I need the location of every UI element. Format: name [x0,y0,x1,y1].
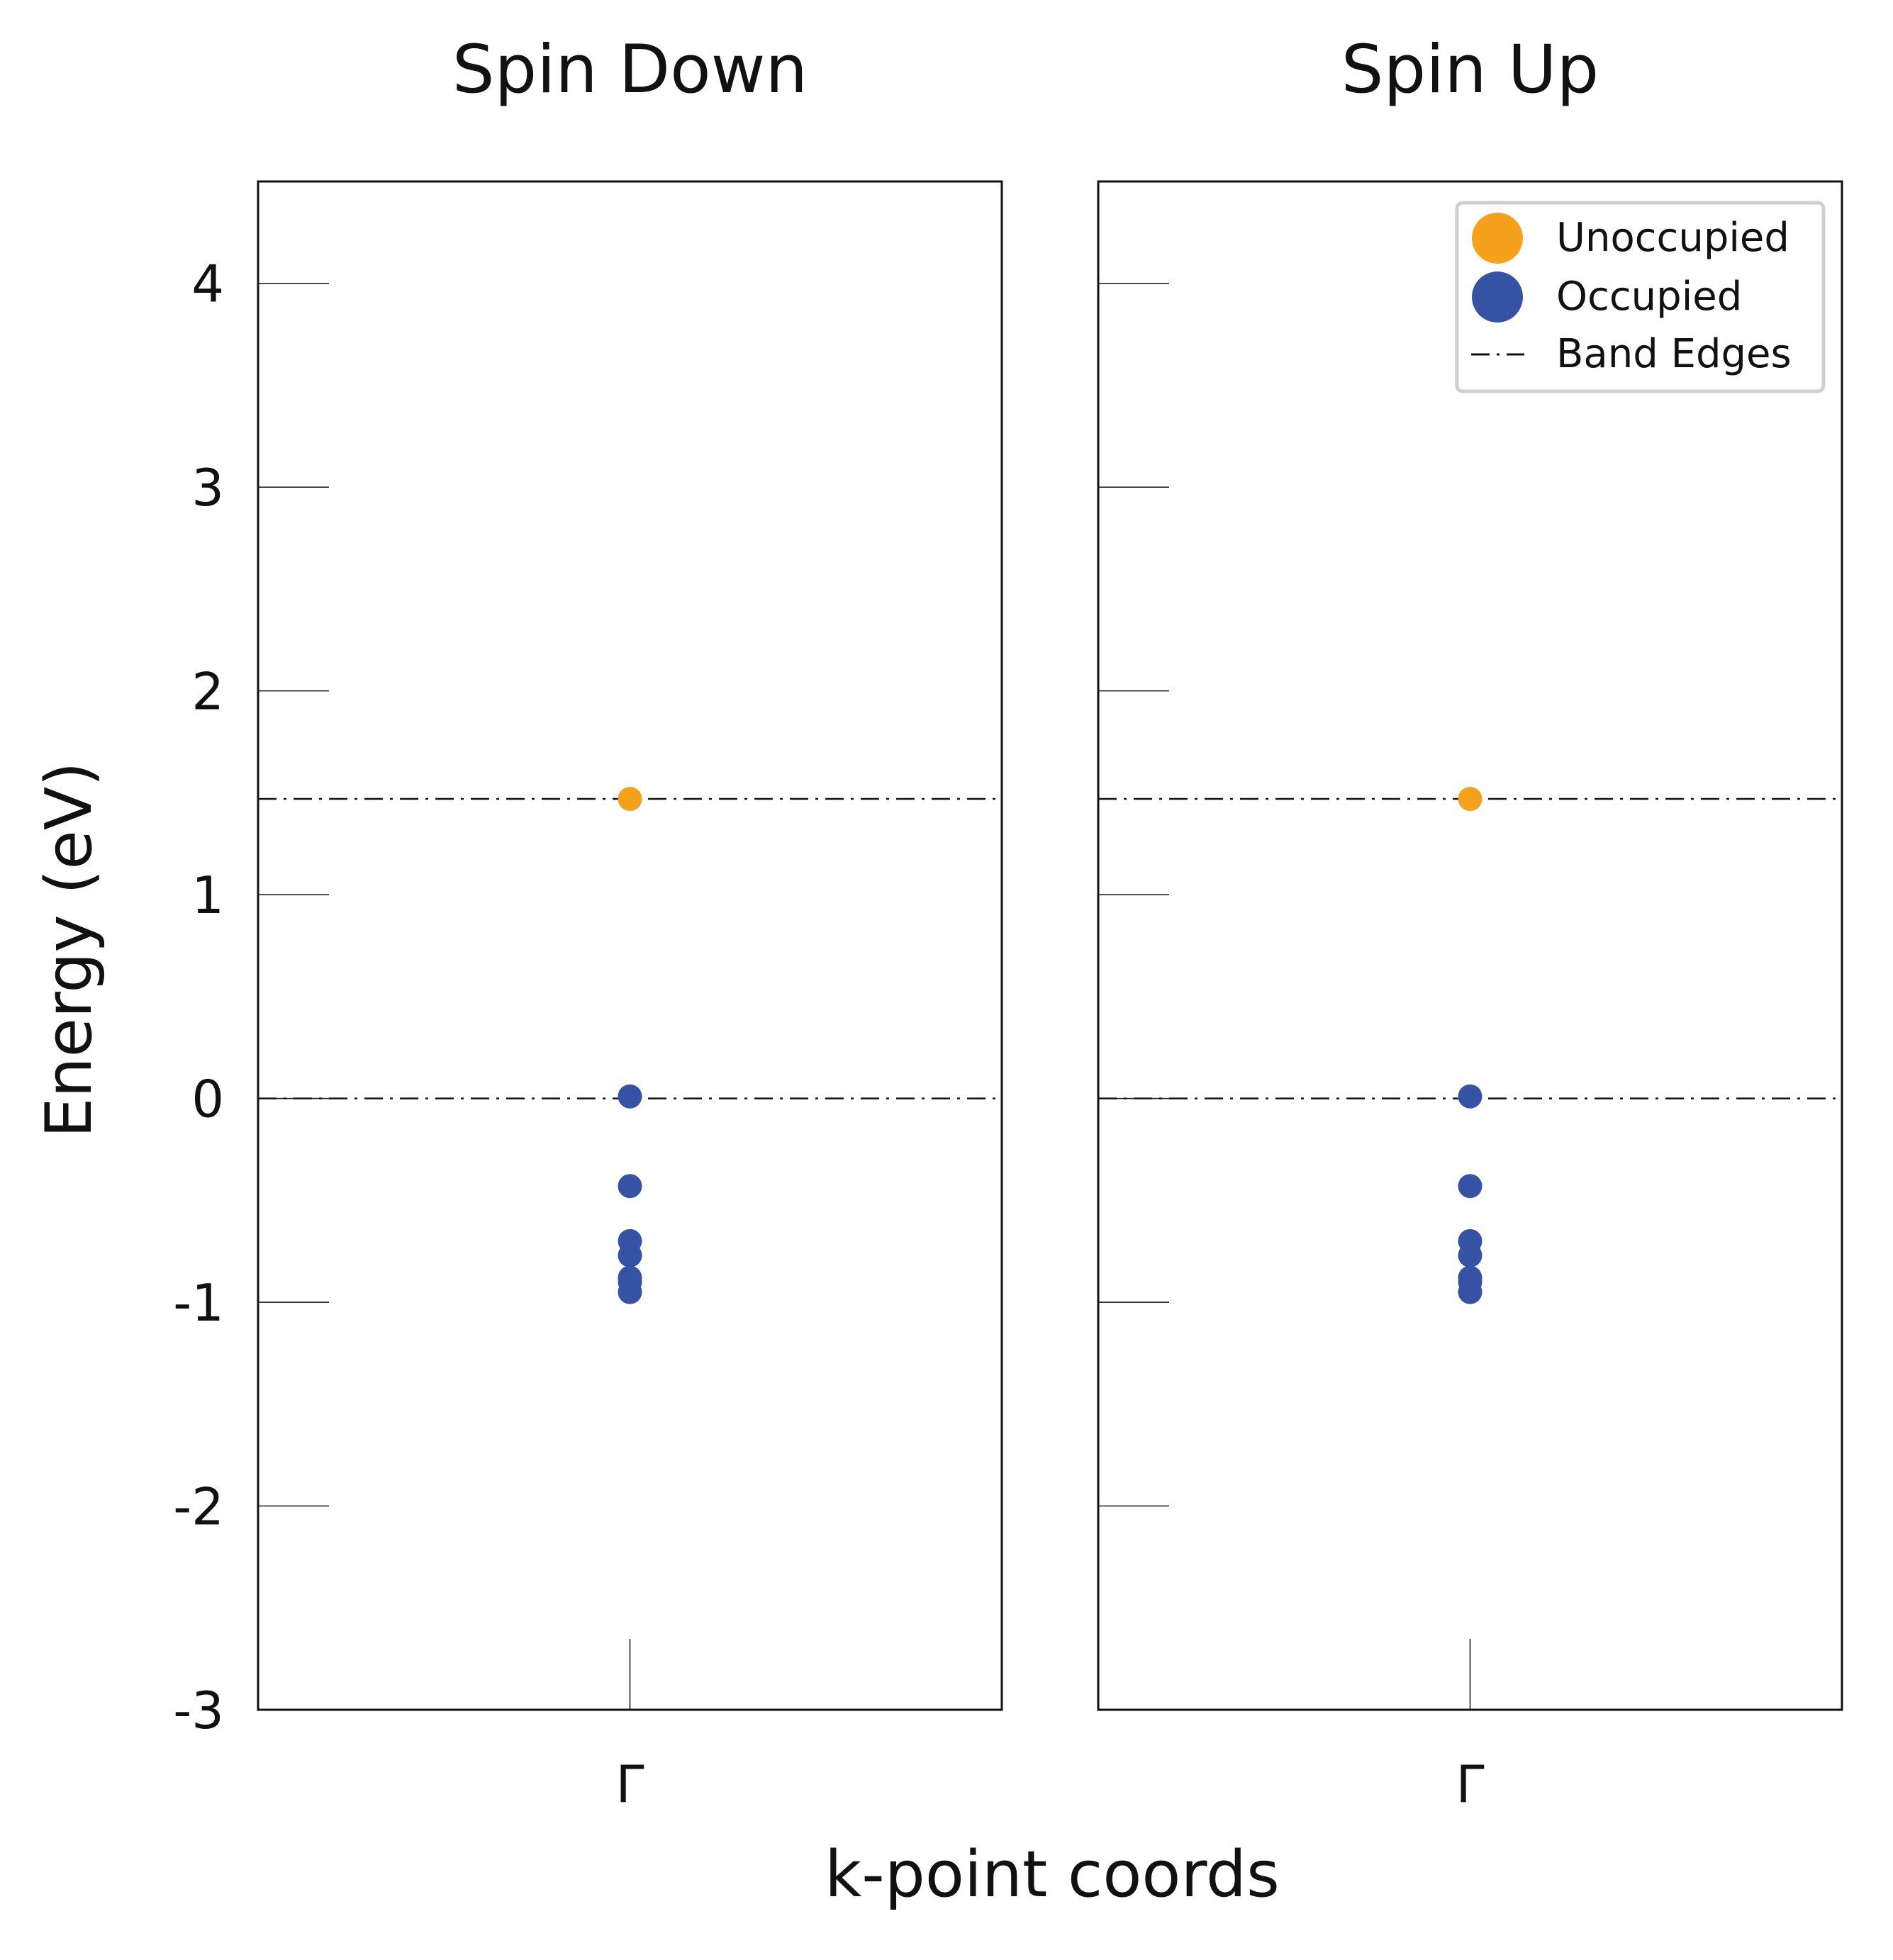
x-tick-label: Γ [615,1754,644,1814]
y-axis-label: Energy (eV) [32,762,106,1138]
unoccupied-point [1458,787,1482,812]
panel-spin-down: Spin Down -3 -2 -1 0 1 2 3 4 Γ [173,31,1003,1814]
plot-frame [257,180,1003,1711]
y-tick-label: -1 [173,1273,224,1333]
y-tick-label: 0 [191,1070,224,1129]
occupied-point [1458,1174,1482,1199]
occupied-point [1458,1243,1482,1267]
occupied-point [618,1084,642,1109]
occupied-point [1458,1084,1482,1109]
unoccupied-point [618,787,642,812]
legend-band-edges-label: Band Edges [1556,331,1792,377]
panel-title: Spin Down [452,31,808,108]
x-axis-label: k-point coords [825,1837,1280,1912]
y-tick-label: 1 [191,866,224,925]
occupied-point [618,1174,642,1199]
y-tick-label: -2 [173,1477,224,1537]
occupied-point [618,1279,642,1304]
legend-unoccupied-label: Unoccupied [1556,215,1789,261]
occupied-point [618,1243,642,1267]
panel-title: Spin Up [1341,31,1599,108]
occupied-point [1458,1279,1482,1304]
panel-spin-up: Spin Up Γ [1097,31,1843,1814]
y-tick-label: 4 [191,254,224,314]
legend-unoccupied-marker [1472,213,1523,264]
legend-occupied-marker [1472,271,1523,323]
x-tick-label: Γ [1456,1754,1484,1814]
y-tick-label: 3 [191,458,224,517]
y-tick-label: -3 [173,1681,224,1740]
legend-frame [1455,201,1826,393]
legend: Unoccupied Occupied Band Edges [1455,201,1826,393]
y-tick-label: 2 [191,662,224,722]
plot-frame [1097,180,1843,1711]
legend-occupied-label: Occupied [1556,274,1742,320]
